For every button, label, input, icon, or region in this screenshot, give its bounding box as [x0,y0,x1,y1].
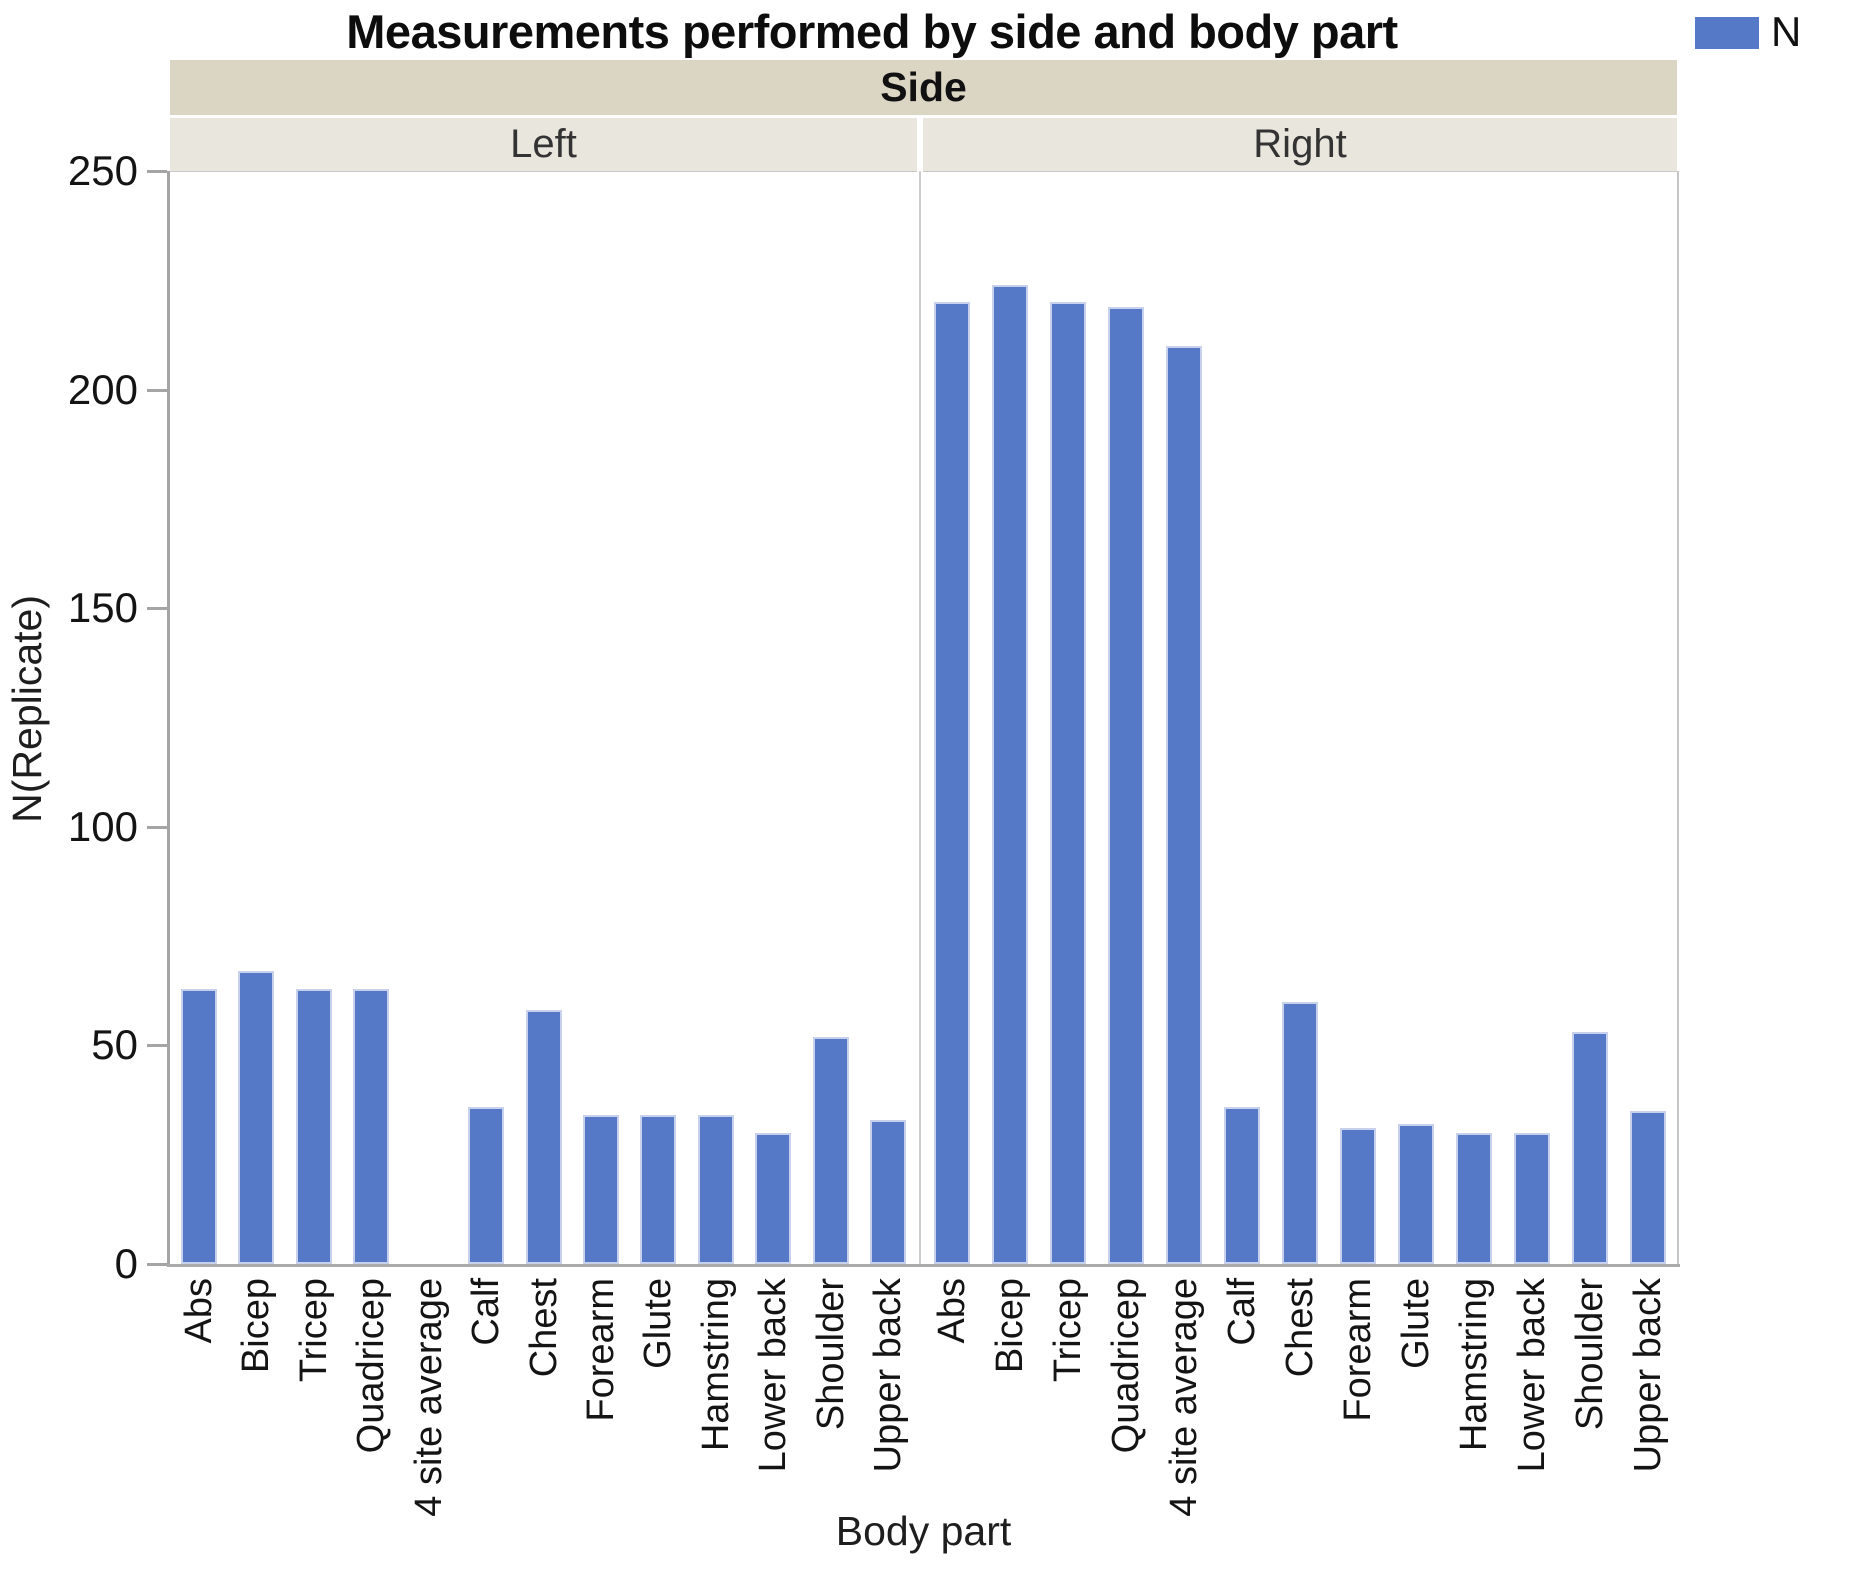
bar-left-bicep[interactable] [238,971,274,1264]
x-category-label: Hamstring [695,1278,737,1452]
bar-right-chest[interactable] [1282,1002,1318,1264]
panel-divider-line [919,171,921,1264]
panel-label-right-text: Right [1253,122,1347,166]
bar-right-tricep[interactable] [1050,302,1086,1264]
bar-left-quadricep[interactable] [353,989,389,1264]
bar-right-forearm[interactable] [1340,1128,1376,1264]
bar-right-upper-back[interactable] [1630,1111,1666,1264]
bar-left-shoulder[interactable] [813,1037,849,1264]
y-tick [147,825,167,829]
y-tick [147,170,167,173]
x-category-label: Quadricep [1105,1278,1147,1454]
x-category-label: Shoulder [1569,1278,1611,1431]
x-category-label: Bicep [235,1278,277,1374]
x-category-label: Abs [178,1278,220,1344]
plot-right-border [1677,171,1679,1264]
x-axis-baseline [167,1264,1680,1267]
bar-left-upper-back[interactable] [870,1120,906,1264]
panel-label-left-text: Left [510,122,577,166]
x-category-label: Chest [1279,1278,1321,1378]
bar-right-shoulder[interactable] [1572,1032,1608,1264]
chart-title: Measurements performed by side and body … [346,5,1398,58]
bar-right-hamstring[interactable] [1456,1133,1492,1264]
bar-right-quadricep[interactable] [1108,307,1144,1264]
bar-right-calf[interactable] [1224,1107,1260,1264]
bar-left-lower-back[interactable] [755,1133,791,1264]
bar-right-glute[interactable] [1398,1124,1434,1264]
x-category-label: Glute [1395,1278,1437,1369]
x-category-label: Tricep [1047,1278,1089,1383]
x-category-label: Calf [465,1278,507,1346]
x-category-label: Forearm [580,1278,622,1422]
y-axis-line [167,171,170,1267]
y-tick [147,388,167,392]
x-category-label: Bicep [989,1278,1031,1374]
x-category-label: Shoulder [810,1278,852,1431]
y-tick-label: 150 [67,584,138,632]
x-category-label: Hamstring [1453,1278,1495,1452]
x-category-label: Abs [931,1278,973,1344]
panel-label-right: Right [923,118,1677,172]
x-category-label: Glute [637,1278,679,1369]
x-category-label: Calf [1221,1278,1263,1346]
legend-swatch[interactable] [1695,17,1759,49]
x-category-label: Chest [523,1278,565,1378]
x-category-label: Upper back [867,1278,909,1473]
x-category-label: Forearm [1337,1278,1379,1422]
y-tick-label: 100 [67,802,138,850]
y-tick [147,607,167,611]
bar-right-lower-back[interactable] [1514,1133,1550,1264]
x-axis-title: Body part [835,1508,1012,1554]
x-category-label: Quadricep [350,1278,392,1454]
y-tick-label: 250 [67,147,138,194]
x-category-label: Tricep [293,1278,335,1383]
x-category-label: 4 site average [408,1278,450,1517]
y-tick [147,1044,167,1048]
x-category-label: Upper back [1627,1278,1669,1473]
bar-left-hamstring[interactable] [698,1115,734,1264]
panel-label-left: Left [170,118,917,172]
bar-left-forearm[interactable] [583,1115,619,1264]
bar-left-tricep[interactable] [296,989,332,1264]
x-category-label: Lower back [752,1278,794,1473]
bar-left-calf[interactable] [468,1107,504,1264]
bar-left-chest[interactable] [526,1010,562,1264]
x-category-label: 4 site average [1163,1278,1205,1517]
x-category-label: Lower back [1511,1278,1553,1473]
bar-left-abs[interactable] [181,989,217,1264]
bar-right-bicep[interactable] [992,285,1028,1264]
facet-header-label: Side [880,64,967,110]
bar-right-abs[interactable] [934,302,970,1264]
facet-header-band: Side [170,60,1677,118]
legend-label: N [1771,8,1802,55]
bar-left-glute[interactable] [640,1115,676,1264]
y-tick-label: 0 [114,1240,138,1287]
y-tick-label: 50 [91,1021,138,1069]
y-tick-label: 200 [67,365,138,413]
bar-right-4-site-average[interactable] [1166,346,1202,1264]
y-tick [147,1263,167,1266]
y-axis-title: N(Replicate) [4,595,50,823]
